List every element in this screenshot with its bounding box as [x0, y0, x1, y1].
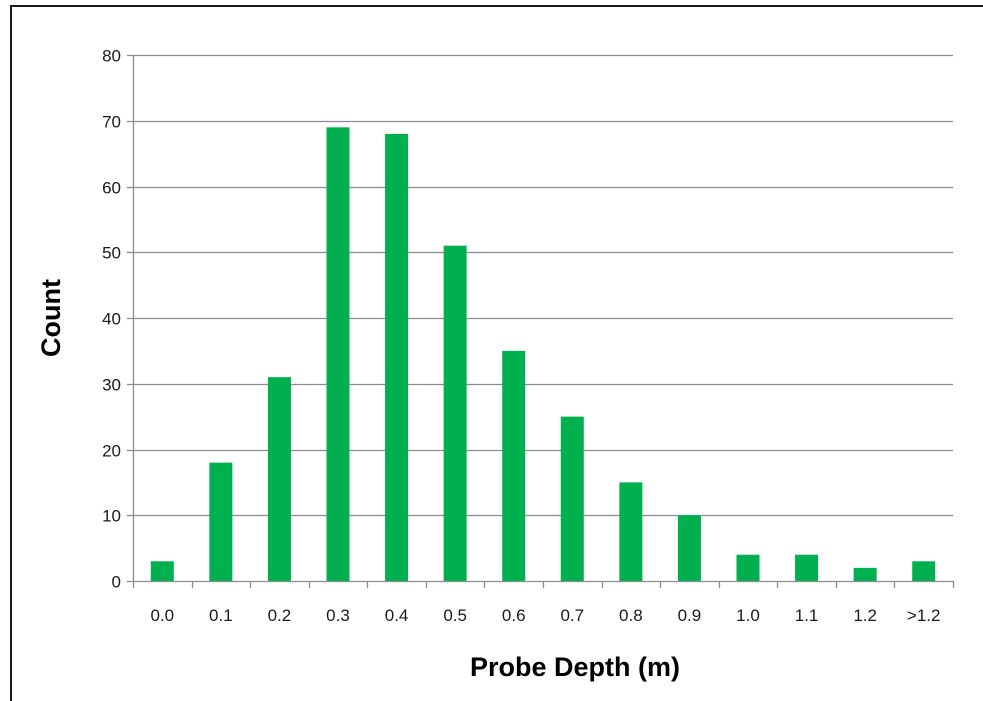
- bar: [326, 127, 350, 581]
- tick-labels: 0 10 20 30 40 50 60 70 80 0.0 0.1 0.2 0.3 0.4 0.5 0.6 0.…: [102, 47, 940, 626]
- y-tick-label: 70: [102, 113, 121, 132]
- bar: [502, 350, 526, 581]
- x-tick-label: 1.2: [853, 606, 877, 625]
- bar: [385, 133, 409, 581]
- x-tick-label: 0.1: [209, 606, 233, 625]
- bar: [560, 416, 584, 581]
- bar: [912, 561, 936, 581]
- bars: [150, 127, 936, 582]
- x-tick-label: 0.3: [326, 606, 350, 625]
- x-tick-label: 1.0: [736, 606, 760, 625]
- x-tick-label: >1.2: [907, 606, 941, 625]
- y-tick-label: 80: [102, 47, 121, 66]
- x-tick-label: 0.7: [560, 606, 584, 625]
- gridlines: [133, 54, 953, 517]
- x-axis-title: Probe Depth (m): [470, 652, 680, 682]
- bar: [795, 554, 819, 581]
- x-tick-label: 0.5: [443, 606, 467, 625]
- x-tick-label: 0.4: [385, 606, 409, 625]
- x-tick-label: 0.0: [150, 606, 174, 625]
- bar: [619, 482, 643, 581]
- y-tick-label: 40: [102, 310, 121, 329]
- axes: [127, 54, 955, 588]
- bar: [853, 567, 877, 581]
- x-tick-label: 0.2: [268, 606, 292, 625]
- y-tick-label: 10: [102, 507, 121, 526]
- bar: [736, 554, 760, 581]
- y-tick-label: 0: [112, 573, 121, 592]
- x-tick-label: 0.6: [502, 606, 526, 625]
- x-tick-label: 0.8: [619, 606, 643, 625]
- bar: [677, 515, 701, 581]
- y-tick-label: 20: [102, 442, 121, 461]
- y-tick-label: 30: [102, 376, 121, 395]
- bar: [443, 245, 467, 582]
- chart-frame: [10, 5, 983, 701]
- x-tick-label: 0.9: [678, 606, 702, 625]
- bar: [267, 377, 291, 581]
- y-tick-label: 60: [102, 179, 121, 198]
- x-tick-label: 1.1: [795, 606, 819, 625]
- bar: [150, 561, 174, 581]
- y-tick-label: 50: [102, 244, 121, 263]
- y-axis-title: Count: [36, 279, 66, 357]
- bar: [209, 462, 233, 581]
